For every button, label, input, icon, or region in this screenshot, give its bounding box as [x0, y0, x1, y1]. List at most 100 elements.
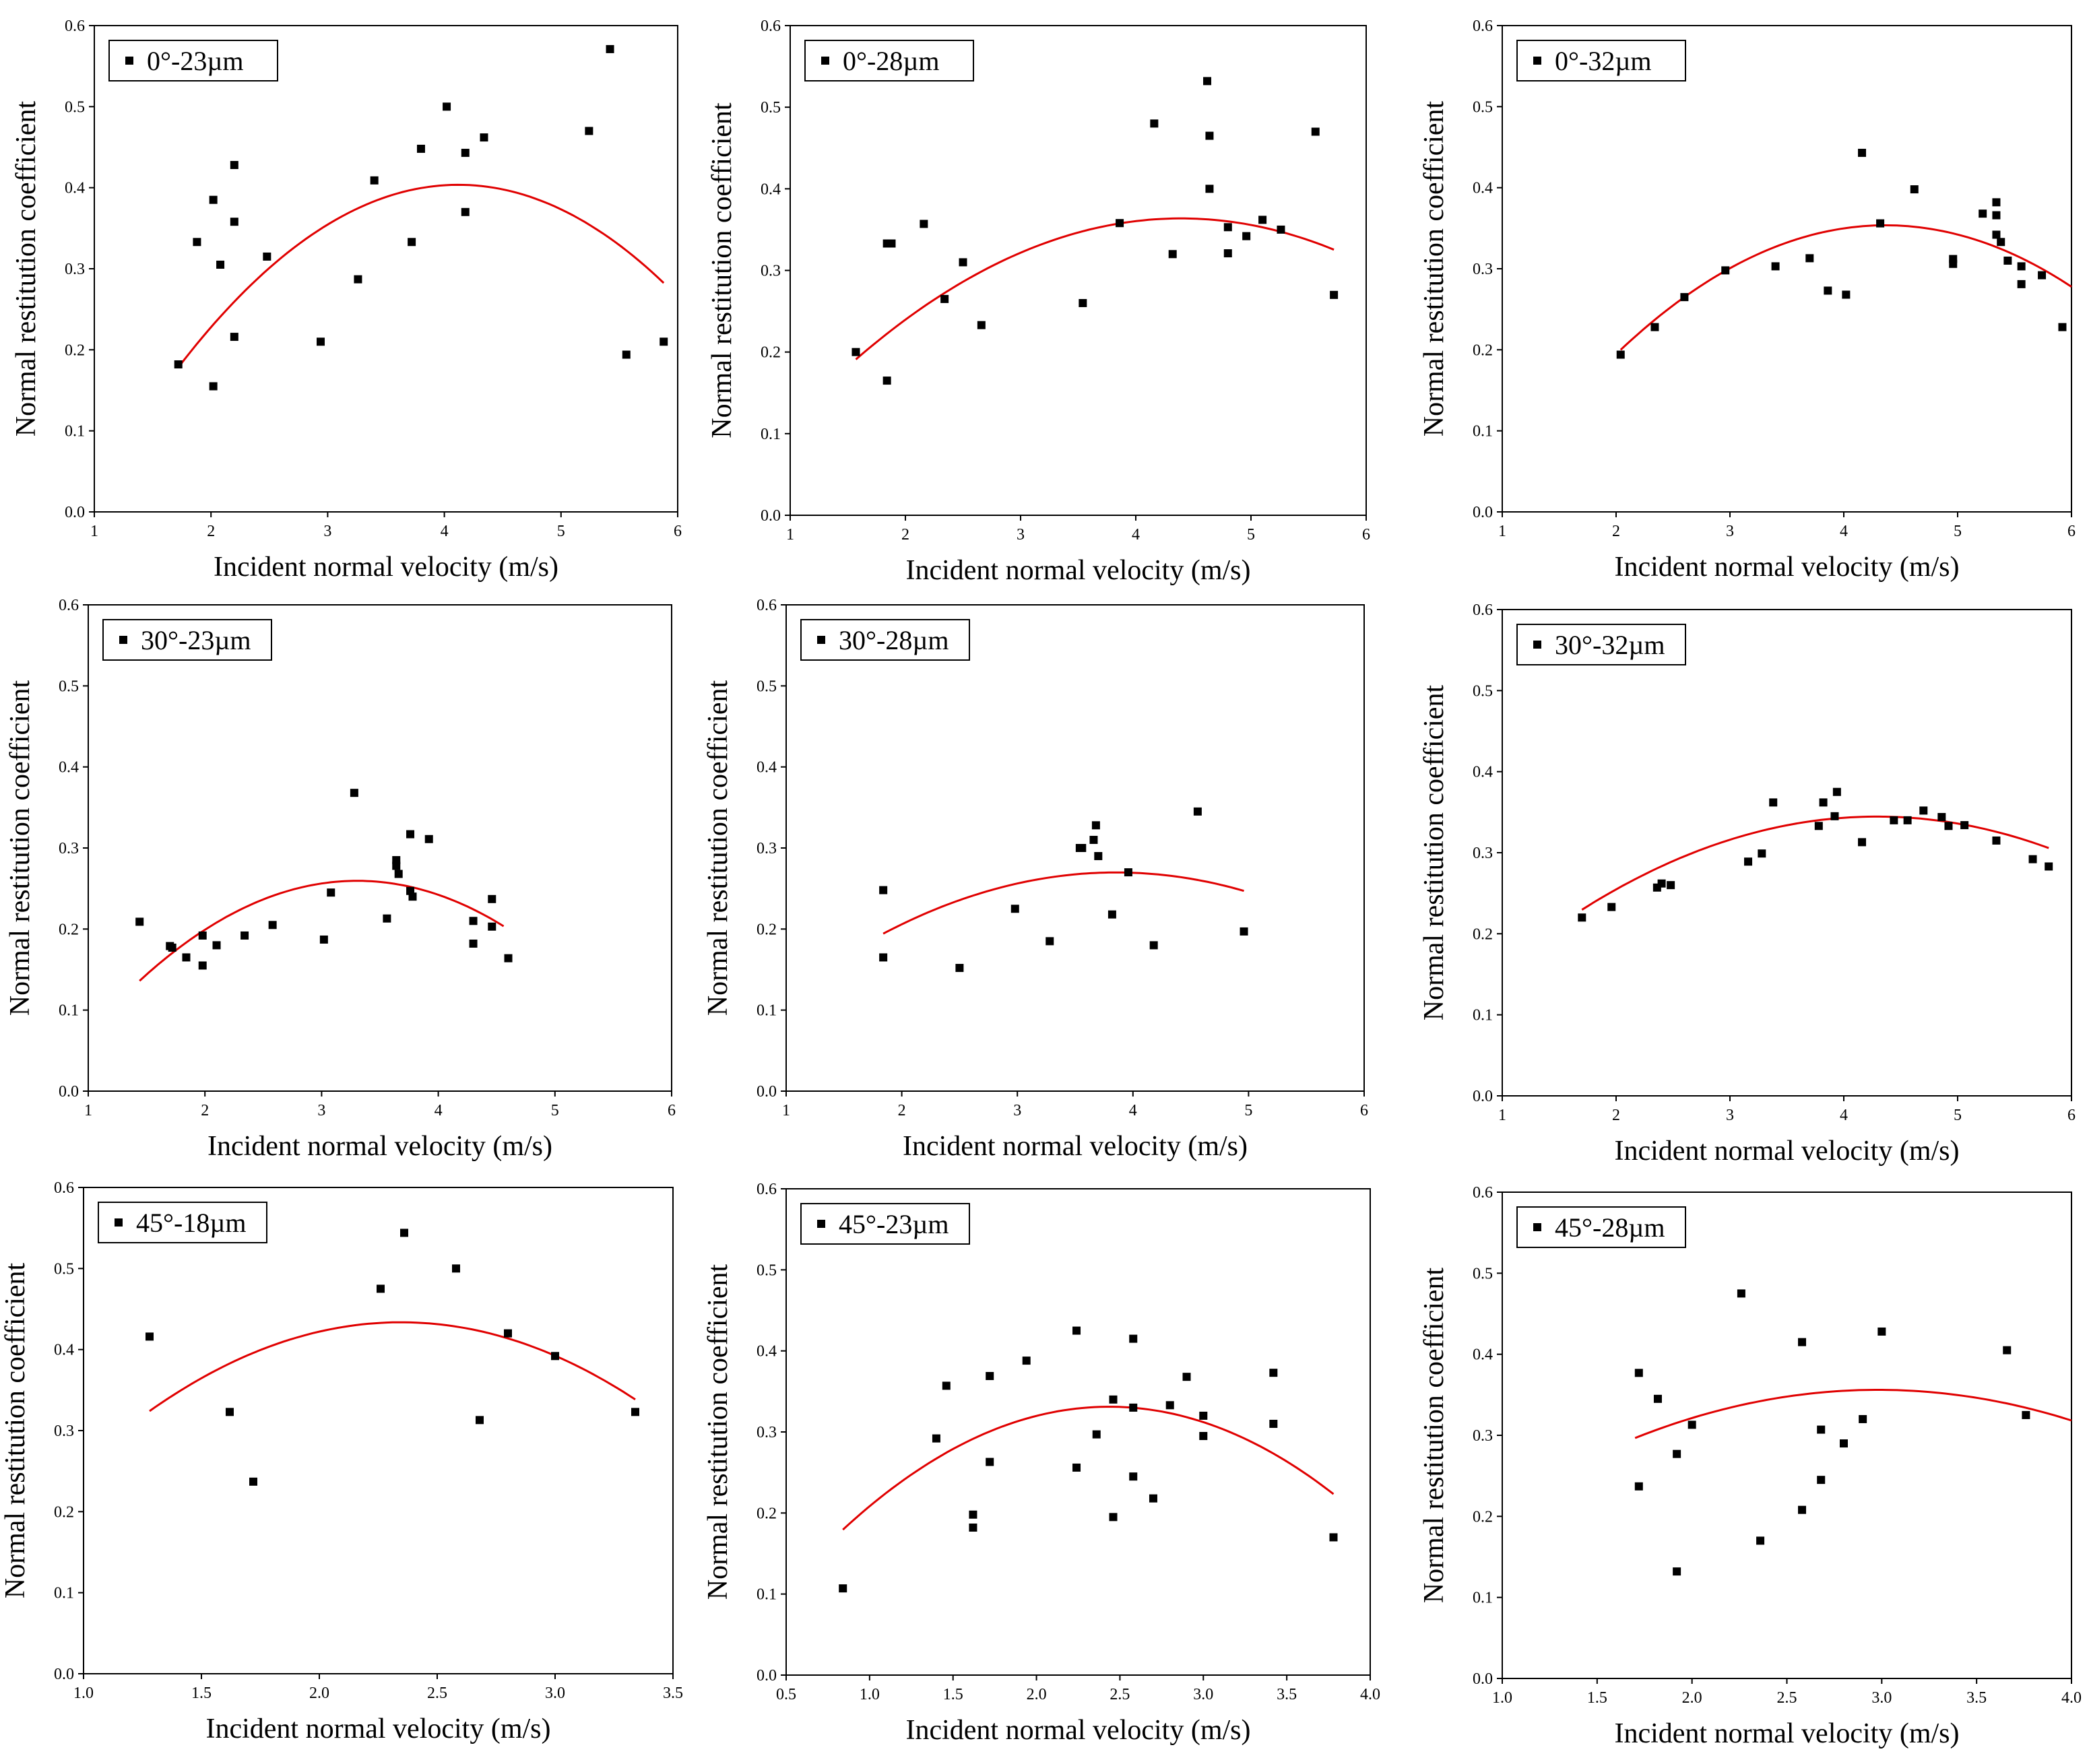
chart-panel: 0.0 0.1 0.2 0.3 0.4 0.5 0.6 1 2 3 4 5 6 Incident norm…: [11, 18, 682, 583]
data-point: [839, 1584, 847, 1593]
legend-label: 45°-18µm: [136, 1208, 246, 1238]
x-tick-label: 2: [207, 523, 215, 540]
data-point: [1992, 836, 2001, 845]
data-point: [2017, 280, 2026, 288]
y-tick-label: 0.0: [59, 1083, 79, 1101]
x-tick-label: 4: [1129, 1102, 1137, 1119]
data-point: [1269, 1369, 1278, 1377]
data-point: [1269, 1419, 1278, 1428]
chart-panel: 0.0 0.1 0.2 0.3 0.4 0.5 0.6 1 2 3 4 5 6 Incident norm…: [1419, 601, 2076, 1167]
chart-panel: 0.0 0.1 0.2 0.3 0.4 0.5 0.6 1 2 3 4 5 6 Incident norm…: [1419, 18, 2076, 583]
data-point: [212, 941, 221, 950]
x-axis-label: Incident normal velocity (m/s): [207, 1131, 552, 1162]
x-axis-label: Incident normal velocity (m/s): [905, 555, 1250, 586]
data-point: [1992, 198, 2001, 207]
y-tick-label: 0.3: [54, 1423, 74, 1440]
data-point: [1657, 879, 1666, 888]
data-point: [969, 1510, 977, 1519]
legend-frame: [102, 619, 272, 661]
legend: 0°-32µm: [1516, 40, 1686, 81]
legend-label: 0°-28µm: [843, 46, 939, 76]
data-point: [1944, 822, 1953, 830]
data-point: [488, 894, 496, 903]
y-tick-label: 0.5: [1473, 98, 1493, 116]
x-tick-label: 1: [1498, 523, 1506, 540]
data-point: [400, 1229, 408, 1237]
data-point: [1223, 249, 1232, 258]
data-point: [216, 260, 225, 269]
chart-panel: 0.0 0.1 0.2 0.3 0.4 0.5 0.6 1 2 3 4 5 6 Incident norm…: [5, 597, 676, 1162]
data-point: [226, 1408, 234, 1416]
y-tick-label: 0.1: [1473, 423, 1493, 440]
y-axis-label: Normal restitution coefficient: [5, 680, 36, 1016]
data-point: [1903, 816, 1912, 824]
data-point: [1771, 262, 1780, 271]
data-point: [1798, 1338, 1807, 1346]
data-point: [622, 350, 631, 359]
x-tick-label: 6: [1360, 1102, 1368, 1119]
data-point: [1109, 1395, 1118, 1404]
legend-label: 45°-28µm: [1555, 1212, 1665, 1243]
data-point: [354, 275, 362, 284]
data-point: [240, 931, 249, 940]
legend-label: 0°-32µm: [1555, 46, 1651, 76]
data-point: [887, 239, 896, 248]
x-tick-label: 1: [84, 1102, 92, 1119]
y-tick-label: 0.1: [1473, 1590, 1493, 1607]
data-point: [1072, 1463, 1081, 1472]
x-axis-label: Incident normal velocity (m/s): [903, 1131, 1248, 1162]
data-point: [452, 1264, 460, 1273]
y-tick-label: 0.6: [757, 1181, 777, 1198]
fit-curve: [855, 217, 1335, 360]
data-point: [1072, 1326, 1081, 1335]
fit-curve: [1619, 224, 2072, 351]
data-point: [1578, 913, 1586, 922]
legend-frame: [1516, 624, 1686, 665]
data-point: [2003, 1346, 2012, 1354]
data-point: [1992, 230, 2001, 239]
y-tick-label: 0.3: [65, 261, 85, 278]
data-point: [879, 953, 888, 962]
data-point: [969, 1523, 977, 1532]
fit-curve: [149, 1321, 636, 1412]
data-point: [319, 935, 328, 944]
y-tick-label: 0.4: [59, 759, 79, 777]
data-point: [2022, 1410, 2030, 1419]
data-point: [1819, 798, 1828, 807]
data-point: [1979, 209, 1987, 218]
plot-frame: [1502, 1191, 2072, 1679]
x-tick-label: 1.0: [1492, 1689, 1512, 1707]
y-tick-label: 0.3: [761, 263, 781, 280]
x-tick-label: 3.0: [1193, 1686, 1213, 1703]
x-tick-label: 3: [1013, 1102, 1021, 1119]
x-tick-label: 3.5: [1277, 1686, 1297, 1703]
x-tick-label: 2: [898, 1102, 906, 1119]
legend-label: 30°-23µm: [141, 625, 251, 655]
y-tick-label: 0.6: [59, 597, 79, 614]
data-point: [1616, 350, 1625, 359]
data-point: [1149, 941, 1158, 950]
data-point: [230, 333, 238, 341]
y-tick-label: 0.3: [757, 840, 777, 857]
x-axis-label: Incident normal velocity (m/s): [1614, 1718, 1959, 1749]
data-point: [1721, 266, 1730, 275]
data-point: [1116, 219, 1124, 228]
data-point: [1240, 927, 1248, 936]
chart-panel: 0.0 0.1 0.2 0.3 0.4 0.5 0.6 0.5 1.0 1.5 2.0 2.5 3.0 3…: [703, 1181, 1380, 1746]
x-tick-label: 2: [1612, 523, 1620, 540]
data-point: [1673, 1449, 1681, 1458]
plot-frame: [1502, 609, 2072, 1097]
data-point: [504, 954, 513, 962]
data-point: [1756, 1536, 1765, 1545]
data-point: [249, 1477, 257, 1486]
data-point: [408, 892, 417, 901]
data-point: [1890, 816, 1898, 824]
data-point: [209, 195, 218, 204]
y-tick-label: 0.5: [1473, 682, 1493, 700]
legend: 30°-32µm: [1516, 624, 1686, 665]
x-tick-label: 1.0: [860, 1686, 880, 1703]
y-tick-label: 0.3: [59, 840, 79, 857]
data-point: [1688, 1420, 1696, 1429]
y-tick-label: 0.3: [757, 1424, 777, 1441]
data-point: [1859, 1414, 1867, 1423]
